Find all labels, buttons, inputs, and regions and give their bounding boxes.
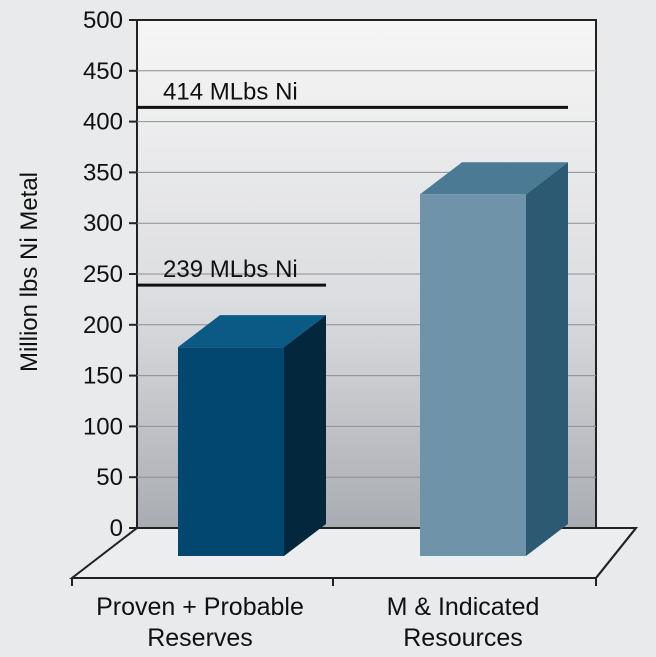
x-category-label: Proven + Probable xyxy=(96,593,304,621)
y-tick-label: 300 xyxy=(83,210,123,237)
y-tick-label: 250 xyxy=(83,261,123,288)
y-tick-label: 150 xyxy=(83,363,123,390)
x-category-label: M & Indicated xyxy=(387,593,540,621)
y-tick-label: 200 xyxy=(83,312,123,339)
x-category-label: Reserves xyxy=(147,624,253,652)
bar-front-1 xyxy=(178,347,284,556)
annotation-label-2: 414 MLbs Ni xyxy=(163,78,298,105)
y-tick-label: 500 xyxy=(83,7,123,34)
bar-top-2 xyxy=(420,162,568,195)
bar-front-2 xyxy=(420,194,526,556)
x-category-label: Resources xyxy=(403,624,523,652)
bar-top-1 xyxy=(178,315,326,348)
y-tick-label: 400 xyxy=(83,109,123,136)
y-tick-label: 0 xyxy=(110,515,123,542)
bar-side-1 xyxy=(284,315,326,556)
y-tick-label: 450 xyxy=(83,58,123,85)
y-tick-label: 50 xyxy=(96,464,123,491)
bar-side-2 xyxy=(526,162,568,556)
y-tick-label: 100 xyxy=(83,413,123,440)
y-axis-label: Million lbs Ni Metal xyxy=(16,172,43,372)
annotation-label-1: 239 MLbs Ni xyxy=(163,256,298,283)
floor-right-edge xyxy=(595,527,637,579)
y-tick-label: 350 xyxy=(83,159,123,186)
